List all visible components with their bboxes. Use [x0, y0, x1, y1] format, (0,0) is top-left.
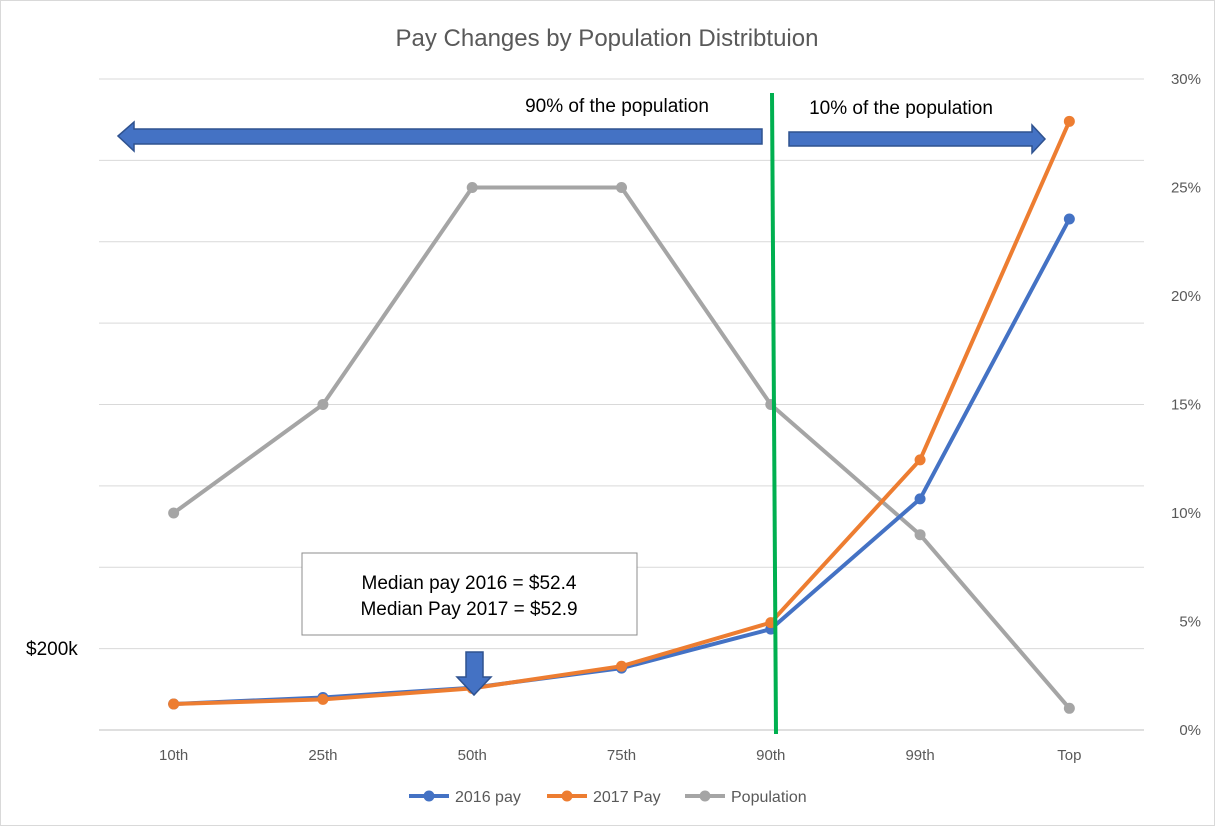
data-point — [1063, 702, 1075, 714]
legend-marker — [561, 790, 573, 802]
gridlines — [99, 78, 1144, 731]
median-2017-text: Median Pay 2017 = $52.9 — [360, 599, 577, 620]
right-axis-tick-label: 10% — [1171, 505, 1201, 522]
x-axis-tick-label: Top — [1057, 747, 1081, 764]
legend-label: 2016 pay — [455, 789, 521, 806]
x-axis-tick-label: 10th — [159, 747, 188, 764]
left-arrow — [116, 120, 763, 153]
data-point — [168, 507, 180, 519]
data-point — [914, 493, 926, 505]
left-axis-label: $200k — [26, 639, 78, 660]
data-point — [616, 182, 627, 193]
right-arrow-label: 10% of the population — [809, 98, 993, 119]
data-point — [317, 693, 329, 705]
chart-title: Pay Changes by Population Distribtuion — [396, 25, 819, 52]
data-point — [1063, 115, 1075, 127]
data-point — [317, 399, 329, 410]
right-axis-tick-label: 5% — [1179, 614, 1201, 631]
x-axis-tick-label: 90th — [756, 747, 785, 764]
data-point — [168, 698, 180, 710]
data-point — [1063, 213, 1075, 225]
legend-marker — [423, 790, 435, 802]
x-axis-tick-label: 75th — [607, 747, 636, 764]
median-callout: Median pay 2016 = $52.4 Median Pay 2017 … — [301, 552, 638, 636]
x-axis-tick-label: 25th — [308, 747, 337, 764]
legend: 2016 pay 2017 Pay Population — [409, 789, 807, 806]
right-axis-tick-label: 0% — [1179, 722, 1201, 739]
right-axis-tick-label: 25% — [1171, 180, 1201, 197]
legend-label: Population — [731, 789, 807, 806]
legend-label: 2017 Pay — [593, 789, 661, 806]
x-axis-tick-label: 99th — [905, 747, 934, 764]
right-axis-tick-label: 30% — [1171, 71, 1201, 88]
legend-marker — [699, 790, 711, 802]
left-arrow-label: 90% of the population — [525, 96, 709, 117]
data-point — [616, 660, 627, 672]
x-axis-ticks: 10th 25th 50th 75th 90th 99th Top — [159, 747, 1081, 764]
median-2016-text: Median pay 2016 = $52.4 — [362, 573, 577, 594]
data-point — [914, 529, 926, 541]
right-arrow — [788, 123, 1047, 155]
right-axis-tick-label: 15% — [1171, 397, 1201, 414]
median-callout-box — [301, 552, 638, 636]
down-arrow — [455, 651, 493, 697]
right-axis-tick-label: 20% — [1171, 288, 1201, 305]
data-point — [914, 454, 926, 466]
x-axis-tick-label: 50th — [458, 747, 487, 764]
data-point — [466, 182, 478, 193]
percentile-divider-line — [770, 92, 778, 735]
right-axis-ticks: 0% 5% 10% 15% 20% 25% 30% — [1171, 71, 1201, 739]
